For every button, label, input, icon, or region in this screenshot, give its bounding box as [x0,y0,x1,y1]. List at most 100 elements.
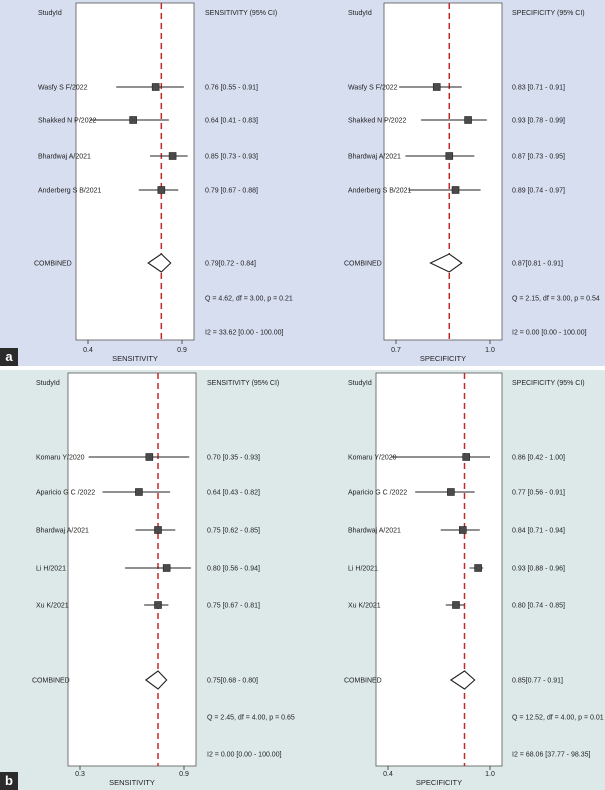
axis-title: SENSITIVITY [112,354,158,363]
axis-tick-label: 1.0 [485,771,495,778]
point-estimate-marker [432,83,441,91]
study-label: Komaru Y/2020 [36,455,85,462]
axis-tick-label: 0.9 [179,771,189,778]
axis-tick-label: 0.9 [177,347,187,354]
combined-label: COMBINED [32,678,70,685]
i2-statistic: I2 = 68.06 [37.77 - 98.35] [512,752,590,759]
forest-plot-b-1: StudyId SENSITIVITY (95% CI) Komaru Y/2020… [32,372,295,787]
point-estimate-marker [157,186,166,194]
column-header-estimate: SENSITIVITY (95% CI) [205,10,277,17]
column-header-estimate: SPECIFICITY (95% CI) [512,380,585,387]
point-estimate-marker [464,116,472,124]
study-ci-text: 0.89 [0.74 - 0.97] [512,188,565,195]
study-label: Aparicio G C /2022 [36,490,95,497]
axis-tick-label: 0.4 [83,347,93,354]
combined-diamond [147,253,172,273]
combined-ci-text: 0.87[0.81 - 0.91] [512,261,563,268]
axis-tick-label: 0.3 [75,771,85,778]
study-ci-text: 0.64 [0.43 - 0.82] [207,490,260,497]
axis-tick-label: 0.7 [391,347,401,354]
point-estimate-marker [445,152,454,160]
study-label: Shakked N P/2022 [348,118,406,125]
i2-statistic: I2 = 0.00 [0.00 - 100.00] [207,752,282,759]
panel-b-plots: StudyId SENSITIVITY (95% CI) Komaru Y/2020… [32,372,604,787]
study-label: Xu K/2021 [36,603,69,610]
point-estimate-marker [145,453,154,461]
panel-a-plots: StudyId SENSITIVITY (95% CI) Wasfy S F/202… [34,2,600,363]
axis-tick-label: 0.4 [383,771,393,778]
column-header-estimate: SENSITIVITY (95% CI) [207,380,279,387]
study-label: Li H/2021 [348,566,378,573]
point-estimate-marker [447,488,455,496]
study-ci-text: 0.80 [0.56 - 0.94] [207,566,260,573]
study-ci-text: 0.76 [0.55 - 0.91] [205,85,258,92]
combined-label: COMBINED [344,261,382,268]
study-label: Komaru Y/2020 [348,455,397,462]
study-ci-text: 0.83 [0.71 - 0.91] [512,85,565,92]
q-statistic: Q = 12.52, df = 4.00, p = 0.01 [512,715,604,722]
point-estimate-marker [452,601,460,609]
point-estimate-marker [458,526,467,534]
study-label: Anderberg S B/2021 [348,188,412,195]
forest-plot-panel-b: StudyId SENSITIVITY (95% CI) Komaru Y/2020… [0,370,605,790]
axis-title: SENSITIVITY [109,778,155,787]
plot-area [75,2,195,341]
axis-tick-label: 1.0 [485,347,495,354]
study-label: Aparicio G C /2022 [348,490,407,497]
forest-plot-b-2: StudyId SPECIFICITY (95% CI) Komaru Y/2020… [344,372,604,787]
axis-title: SPECIFICITY [420,354,466,363]
study-ci-text: 0.80 [0.74 - 0.85] [512,603,565,610]
combined-diamond [429,253,463,273]
study-ci-text: 0.93 [0.78 - 0.99] [512,118,565,125]
combined-diamond [449,670,476,690]
combined-label: COMBINED [34,261,72,268]
forest-plot-panel-a: StudyId SENSITIVITY (95% CI) Wasfy S F/202… [0,0,605,366]
study-ci-text: 0.75 [0.67 - 0.81] [207,603,260,610]
combined-ci-text: 0.79[0.72 - 0.84] [205,261,256,268]
plot-area [383,2,503,341]
study-ci-text: 0.86 [0.42 - 1.00] [512,455,565,462]
study-label: Bhardwaj A/2021 [348,154,401,161]
study-label: Anderberg S B/2021 [38,188,102,195]
study-ci-text: 0.75 [0.62 - 0.85] [207,528,260,535]
forest-plot-a-1: StudyId SENSITIVITY (95% CI) Wasfy S F/202… [34,2,293,363]
point-estimate-marker [151,83,160,91]
study-label: Wasfy S F/2022 [38,85,88,92]
point-estimate-marker [154,526,162,534]
study-label: Bhardwaj A/2021 [348,528,401,535]
study-label: Bhardwaj A/2021 [36,528,89,535]
study-ci-text: 0.85 [0.73 - 0.93] [205,154,258,161]
study-ci-text: 0.93 [0.88 - 0.96] [512,566,565,573]
axis-title: SPECIFICITY [416,778,462,787]
study-ci-text: 0.70 [0.35 - 0.93] [207,455,260,462]
combined-ci-text: 0.85[0.77 - 0.91] [512,678,563,685]
study-label: Shakked N P/2022 [38,118,96,125]
i2-statistic: I2 = 33.62 [0.00 - 100.00] [205,330,283,337]
study-ci-text: 0.79 [0.67 - 0.88] [205,188,258,195]
point-estimate-marker [474,564,482,572]
study-label: Wasfy S F/2022 [348,85,398,92]
point-estimate-marker [135,488,143,496]
i2-statistic: I2 = 0.00 [0.00 - 100.00] [512,330,587,337]
point-estimate-marker [154,601,162,609]
panel-a-letter: a [0,348,18,366]
column-header-study: StudyId [36,380,60,387]
column-header-estimate: SPECIFICITY (95% CI) [512,10,585,17]
q-statistic: Q = 4.62, df = 3.00, p = 0.21 [205,296,293,303]
study-ci-text: 0.84 [0.71 - 0.94] [512,528,565,535]
forest-plot-a-2: StudyId SPECIFICITY (95% CI) Wasfy S F/202… [344,2,600,363]
point-estimate-marker [129,116,137,124]
column-header-study: StudyId [38,10,62,17]
study-ci-text: 0.77 [0.56 - 0.91] [512,490,565,497]
study-ci-text: 0.64 [0.41 - 0.83] [205,118,258,125]
combined-ci-text: 0.75[0.68 - 0.80] [207,678,258,685]
plot-area [67,372,197,767]
study-ci-text: 0.87 [0.73 - 0.95] [512,154,565,161]
column-header-study: StudyId [348,10,372,17]
q-statistic: Q = 2.15, df = 3.00, p = 0.54 [512,296,600,303]
study-label: Li H/2021 [36,566,66,573]
point-estimate-marker [451,186,460,194]
q-statistic: Q = 2.45, df = 4.00, p = 0.65 [207,715,295,722]
combined-label: COMBINED [344,678,382,685]
combined-diamond [144,670,168,690]
